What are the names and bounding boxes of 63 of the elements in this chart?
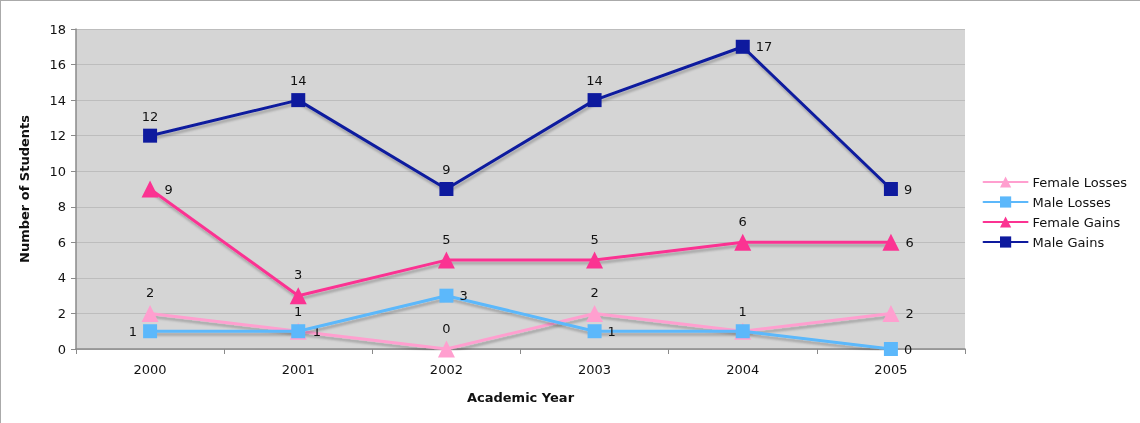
data-label: 9 bbox=[164, 181, 173, 197]
legend-label: Male Gains bbox=[1032, 234, 1105, 250]
data-label: 2 bbox=[145, 284, 155, 300]
point bbox=[439, 288, 454, 303]
y-tick-label: 18 bbox=[49, 21, 66, 37]
y-tick-label: 10 bbox=[49, 163, 66, 179]
point bbox=[734, 233, 752, 251]
point bbox=[291, 93, 306, 108]
point bbox=[437, 340, 455, 358]
data-label: 1 bbox=[607, 323, 616, 339]
point bbox=[141, 180, 159, 198]
point bbox=[439, 182, 454, 196]
data-label: 2 bbox=[590, 284, 599, 300]
data-label: 1 bbox=[294, 304, 303, 320]
legend-label: Female Losses bbox=[1032, 174, 1128, 190]
data-label: 12 bbox=[141, 108, 159, 124]
data-label: 0 bbox=[442, 320, 451, 336]
point bbox=[882, 304, 900, 322]
data-label: 17 bbox=[755, 39, 773, 55]
data-label: 5 bbox=[590, 231, 599, 247]
point bbox=[437, 251, 455, 269]
point bbox=[143, 324, 158, 339]
data-label: 2 bbox=[905, 305, 914, 321]
point bbox=[143, 128, 158, 143]
point bbox=[289, 287, 307, 305]
point bbox=[586, 304, 604, 322]
x-tick-label: 2005 bbox=[874, 362, 908, 377]
x-tick-label: 2003 bbox=[578, 362, 612, 377]
point bbox=[882, 233, 900, 251]
data-label: 6 bbox=[905, 234, 914, 250]
legend-label: Male Losses bbox=[1032, 194, 1112, 210]
data-label: 0 bbox=[903, 341, 913, 357]
data-label: 14 bbox=[289, 73, 307, 89]
x-tick-label: 2001 bbox=[281, 362, 315, 377]
point bbox=[735, 39, 750, 54]
data-label: 9 bbox=[903, 181, 913, 197]
legend-label: Female Gains bbox=[1032, 214, 1121, 230]
data-label: 3 bbox=[294, 267, 303, 283]
point bbox=[587, 93, 602, 108]
y-tick-label: 6 bbox=[57, 234, 66, 250]
data-label: 1 bbox=[128, 323, 138, 339]
y-tick-label: 16 bbox=[49, 57, 66, 73]
x-tick-label: 2002 bbox=[429, 362, 463, 377]
y-tick-label: 14 bbox=[49, 92, 66, 108]
x-tick-label: 2004 bbox=[726, 362, 760, 377]
y-tick-label: 0 bbox=[57, 341, 66, 357]
y-axis-title: Number of Students bbox=[17, 114, 32, 264]
data-label: 9 bbox=[442, 162, 451, 177]
data-label: 6 bbox=[738, 213, 747, 229]
point bbox=[883, 342, 898, 356]
y-tick-label: 8 bbox=[57, 199, 66, 215]
data-label: 14 bbox=[586, 73, 603, 89]
y-tick-label: 2 bbox=[57, 305, 66, 321]
y-tick-label: 4 bbox=[57, 270, 66, 286]
point bbox=[587, 324, 602, 339]
point bbox=[883, 182, 898, 196]
x-axis-title: Academic Year bbox=[466, 390, 575, 405]
data-label: 5 bbox=[442, 231, 451, 247]
point bbox=[586, 251, 604, 269]
y-tick-label: 12 bbox=[49, 128, 66, 144]
point bbox=[141, 304, 159, 322]
data-label: 1 bbox=[738, 304, 747, 320]
x-tick-label: 2000 bbox=[133, 362, 167, 377]
